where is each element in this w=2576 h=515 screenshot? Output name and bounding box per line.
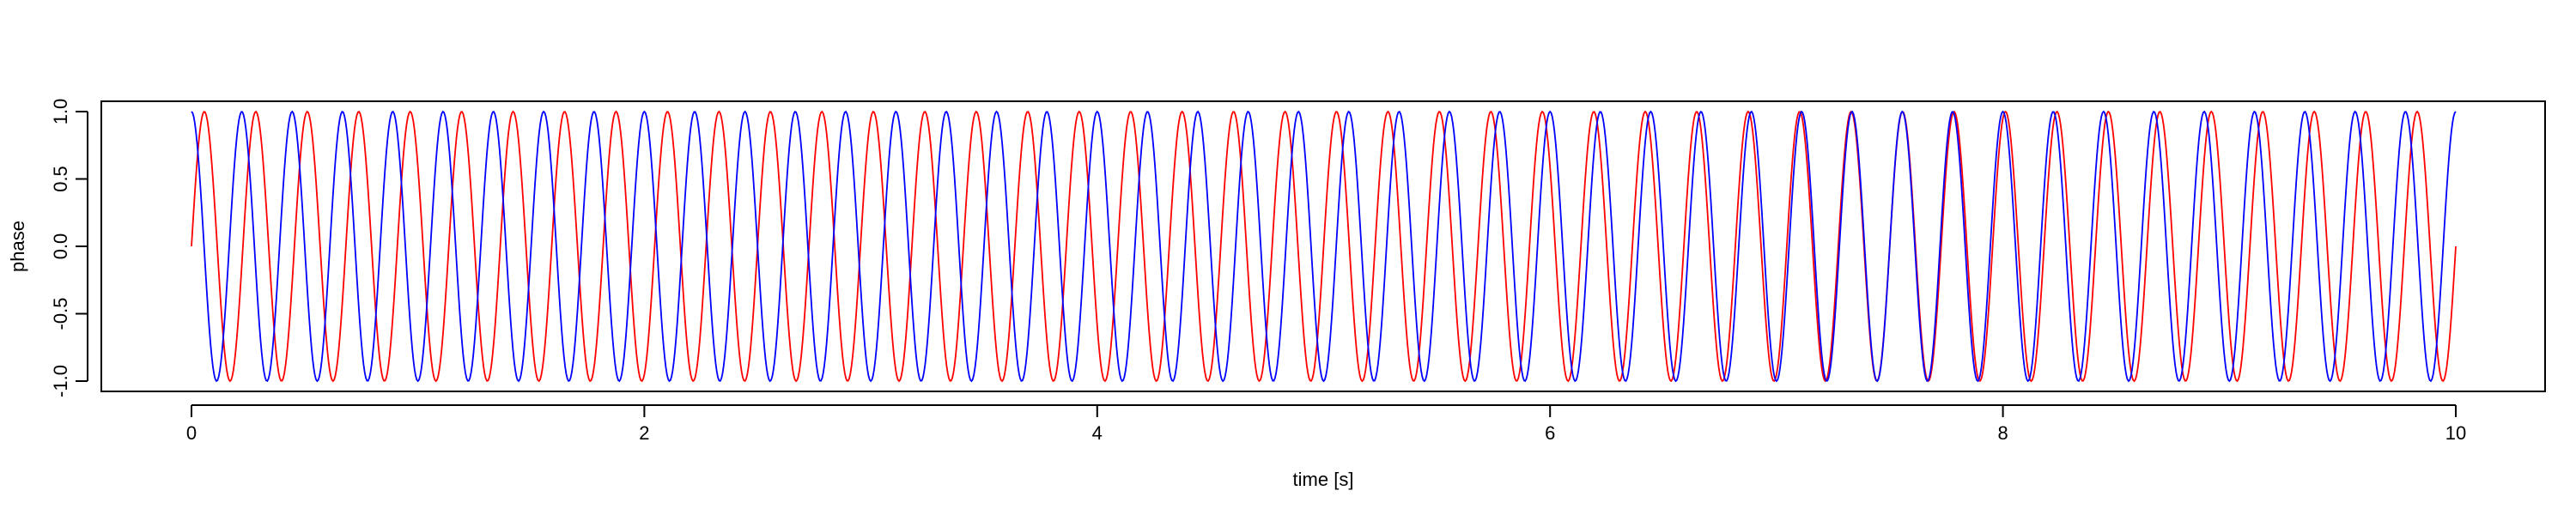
- series-layer: [191, 110, 2457, 383]
- y-tick-label: -0.5: [50, 298, 71, 330]
- series-line-2: [191, 110, 2457, 383]
- x-tick-label: 4: [1092, 422, 1103, 444]
- x-axis-title: time [s]: [1293, 469, 1354, 490]
- y-tick-label: 1.0: [50, 99, 71, 125]
- y-axis-ticks: -1.0 -0.5 0.0 0.5 1.0: [50, 99, 88, 397]
- x-tick-label: 8: [1997, 422, 2008, 444]
- y-axis-title: phase: [7, 221, 28, 272]
- x-tick-label: 2: [639, 422, 649, 444]
- x-tick-label: 6: [1545, 422, 1555, 444]
- x-tick-label: 10: [2445, 422, 2466, 444]
- y-tick-label: -1.0: [50, 365, 71, 397]
- plot-frame: [100, 100, 2546, 392]
- y-tick-label: 0.0: [50, 233, 71, 260]
- x-axis-ticks: 0 2 4 6 8 10: [186, 405, 2466, 444]
- y-tick-label: 0.5: [50, 166, 71, 192]
- x-tick-label: 0: [186, 422, 197, 444]
- series-line-1: [191, 110, 2457, 383]
